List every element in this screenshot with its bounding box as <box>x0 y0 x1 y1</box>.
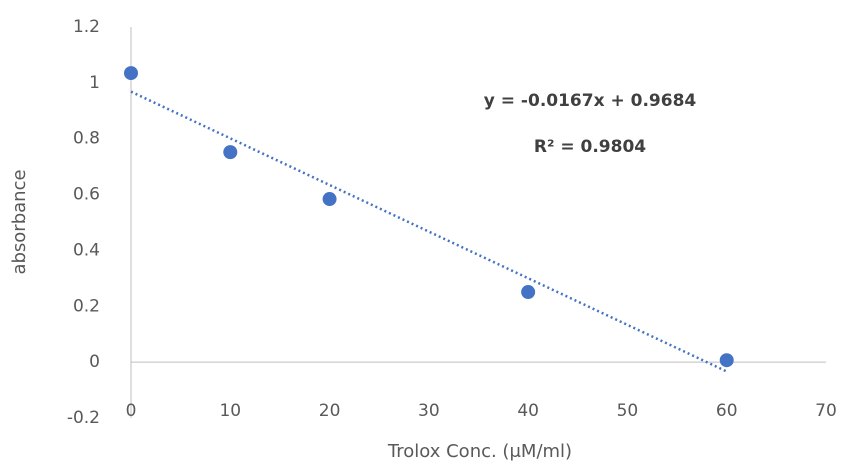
data-point <box>720 353 734 367</box>
y-tick-label: 0 <box>89 352 100 372</box>
x-axis-title: Trolox Conc. (μM/ml) <box>387 441 572 462</box>
data-point <box>323 192 337 206</box>
y-tick-label: 0.4 <box>73 240 100 260</box>
data-point <box>223 145 237 159</box>
x-tick-label: 10 <box>219 401 241 421</box>
y-tick-label: 1 <box>89 73 100 93</box>
y-tick-label: -0.2 <box>67 408 100 428</box>
x-tick-label: 30 <box>418 401 440 421</box>
x-tick-label: 70 <box>815 401 837 421</box>
trendline-equation: y = -0.0167x + 0.9684 <box>484 91 697 111</box>
x-tick-label: 50 <box>617 401 639 421</box>
data-point <box>521 285 535 299</box>
y-tick-label: 0.6 <box>73 185 100 205</box>
x-tick-label: 60 <box>716 401 738 421</box>
r-squared: R² = 0.9804 <box>534 137 646 157</box>
chart: Trolox Conc. (μM/ml) absorbance y = -0.0… <box>0 0 853 466</box>
trendline <box>131 92 727 372</box>
y-axis-title: absorbance <box>9 169 30 274</box>
x-tick-label: 20 <box>319 401 341 421</box>
x-tick-label: 40 <box>517 401 539 421</box>
y-tick-label: 0.2 <box>73 296 100 316</box>
y-tick-label: 0.8 <box>73 129 100 149</box>
y-tick-label: 1.2 <box>73 17 100 37</box>
x-tick-label: 0 <box>126 401 137 421</box>
data-point <box>124 66 138 80</box>
